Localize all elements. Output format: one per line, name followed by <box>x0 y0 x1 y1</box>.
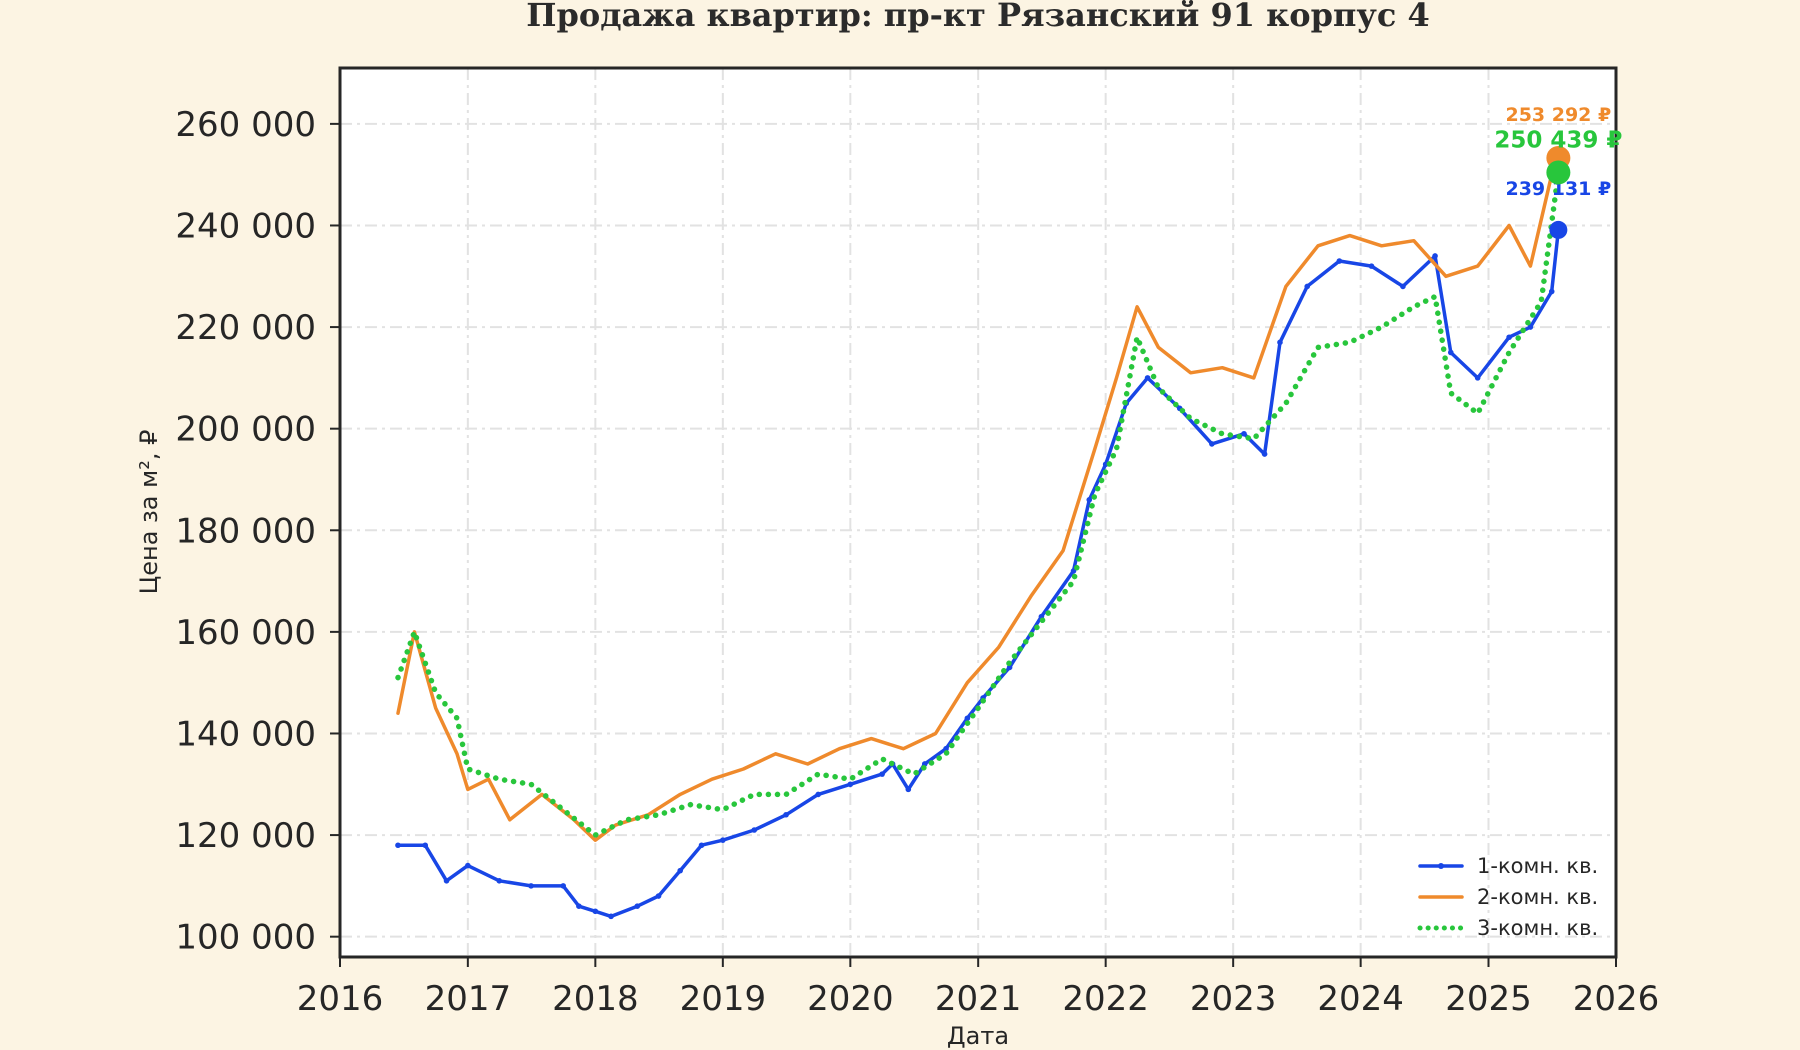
y-tick-label: 200 000 <box>175 410 316 450</box>
chart-title: Продажа квартир: пр-кт Рязанский 91 корп… <box>526 0 1429 34</box>
series-point-1 <box>528 883 534 889</box>
axis-ticks: 2016 2017 2018 2019 2020 2021 2022 2023 2024 2025… <box>175 105 1659 1019</box>
end-value-label-2: 253 292 ₽ <box>1505 104 1611 126</box>
y-tick-label: 140 000 <box>175 714 316 754</box>
end-point-3 <box>1546 160 1571 185</box>
series-point-1 <box>1261 451 1268 457</box>
series-point-1 <box>1474 375 1481 381</box>
x-tick-label: 2022 <box>1062 979 1149 1019</box>
y-tick-label: 220 000 <box>175 308 316 348</box>
x-tick-label: 2020 <box>807 979 894 1019</box>
series-point-1 <box>395 842 401 849</box>
series-point-1 <box>1209 441 1215 447</box>
series-point-1 <box>964 715 971 722</box>
legend-label-3: 3-комн. кв. <box>1477 916 1598 940</box>
series-point-1 <box>1400 283 1406 290</box>
series-point-1 <box>720 837 726 843</box>
legend: 1-комн. кв. 2-комн. кв. 3-комн. кв. <box>1417 854 1598 940</box>
x-tick-label: 2021 <box>935 979 1022 1019</box>
series-line-2 <box>396 156 1561 842</box>
series-point-1 <box>496 878 503 884</box>
series-point-1 <box>592 908 599 915</box>
series-point-1 <box>443 878 450 884</box>
series-point-1 <box>1447 349 1454 356</box>
legend-label-2: 2-комн. кв. <box>1477 885 1598 909</box>
end-labels: 239 131 ₽ 253 292 ₽250 439 ₽ <box>1494 104 1622 239</box>
series-point-1 <box>1548 288 1555 295</box>
series-point-1 <box>677 867 684 874</box>
series-point-1 <box>1086 497 1093 503</box>
series-point-1 <box>1277 339 1283 346</box>
series-point-1 <box>1304 283 1311 290</box>
x-axis-label: Дата <box>947 1022 1009 1050</box>
series-point-1 <box>815 791 821 798</box>
series-point-1 <box>783 811 789 818</box>
series-point-1 <box>1144 375 1151 381</box>
series-point-1 <box>847 781 854 788</box>
series-point-1 <box>751 827 758 833</box>
x-tick-label: 2024 <box>1317 979 1404 1019</box>
series-point-1 <box>560 883 567 889</box>
y-tick-label: 100 000 <box>175 918 316 958</box>
series-point-1 <box>634 903 641 909</box>
legend-label-1: 1-комн. кв. <box>1477 854 1598 878</box>
y-tick-label: 120 000 <box>175 816 316 856</box>
series-point-1 <box>1241 430 1247 437</box>
x-tick-label: 2017 <box>425 979 512 1019</box>
y-tick-label: 180 000 <box>175 511 316 551</box>
series-point-1 <box>465 862 471 869</box>
series-point-1 <box>1506 334 1512 341</box>
series-line-3 <box>395 169 1562 838</box>
y-tick-label: 260 000 <box>175 105 316 145</box>
series-point-1 <box>422 842 429 849</box>
series-point-1 <box>576 903 582 909</box>
end-value-label-3: 250 439 ₽ <box>1494 127 1622 153</box>
x-tick-label: 2019 <box>680 979 767 1019</box>
series-point-1 <box>1336 258 1343 264</box>
series-point-1 <box>698 842 705 849</box>
x-tick-label: 2016 <box>297 979 384 1019</box>
series-point-1 <box>1368 263 1375 269</box>
y-tick-label: 160 000 <box>175 613 316 653</box>
x-tick-label: 2023 <box>1190 979 1277 1019</box>
series-point-1 <box>1006 664 1013 671</box>
series-point-1 <box>943 745 949 752</box>
x-tick-label: 2026 <box>1573 979 1660 1019</box>
y-axis-label: Цена за м², ₽ <box>135 430 163 595</box>
series-point-1 <box>1432 253 1438 259</box>
end-value-label-1: 239 131 ₽ <box>1505 178 1611 200</box>
series-point-1 <box>608 913 614 920</box>
series-point-1 <box>905 786 912 793</box>
series-point-1 <box>1527 324 1534 330</box>
series-layer <box>395 156 1562 920</box>
series-point-1 <box>879 771 885 777</box>
x-tick-label: 2018 <box>552 979 639 1019</box>
y-tick-label: 240 000 <box>175 206 316 246</box>
series-point-1 <box>655 893 662 899</box>
legend-marker-1 <box>1438 863 1444 869</box>
x-tick-label: 2025 <box>1445 979 1532 1019</box>
end-point-1 <box>1549 220 1568 239</box>
